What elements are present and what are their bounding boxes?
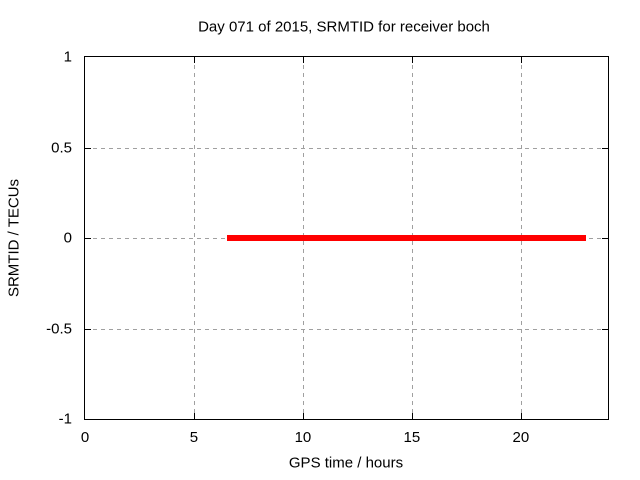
plot-area [84,56,609,420]
x-tick-mark [193,57,195,63]
x-tick-label: 10 [294,429,312,446]
y-tick-label: -0.5 [46,320,72,337]
x-tick-mark [193,413,195,419]
x-axis-title: GPS time / hours [288,454,404,472]
y-tick-mark [85,238,91,239]
x-tick-mark [411,57,413,63]
y-tick-label: 0.5 [51,139,72,156]
y-tick-mark [85,147,91,149]
y-tick-mark [602,238,608,239]
x-tick-mark [302,57,304,63]
x-tick-mark [302,413,304,419]
y-tick-mark [602,328,608,330]
y-tick-mark [85,328,91,330]
y-tick-label: 1 [63,48,72,66]
x-tick-label: 15 [403,429,421,446]
x-tick-label: 5 [189,429,199,446]
x-tick-label: 20 [512,429,530,446]
x-tick-label: 0 [80,429,90,446]
x-tick-mark [411,413,413,419]
x-tick-mark [520,413,522,419]
y-tick-label: 0 [63,229,72,247]
y-tick-mark [602,147,608,149]
y-tick-label: -1 [58,410,72,428]
x-tick-mark [520,57,522,63]
chart-title: Day 071 of 2015, SRMTID for receiver boc… [198,18,490,36]
gridline-horizontal [85,147,608,149]
gridline-horizontal [85,328,608,330]
data-line-srmtid [226,235,587,241]
